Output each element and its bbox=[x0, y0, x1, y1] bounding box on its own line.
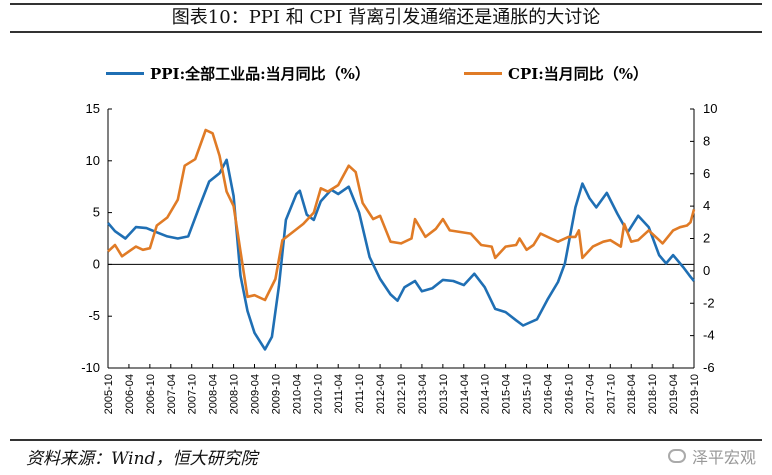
y-right-tick-label: -6 bbox=[703, 360, 715, 375]
x-tick-label: 2011-04 bbox=[333, 374, 345, 414]
y-left-tick-label: 0 bbox=[93, 256, 100, 271]
x-tick-label: 2010-10 bbox=[312, 374, 324, 414]
wechat-icon bbox=[667, 449, 686, 463]
x-tick-label: 2018-04 bbox=[626, 374, 638, 414]
legend-item-ppi: PPI:全部工业品:当月同比（%） bbox=[106, 63, 370, 84]
legend-swatch-ppi bbox=[106, 72, 144, 75]
x-tick-label: 2019-04 bbox=[668, 374, 680, 414]
legend-label-ppi: PPI:全部工业品:当月同比（%） bbox=[150, 65, 370, 83]
x-tick-label: 2014-10 bbox=[480, 374, 492, 414]
x-tick-label: 2015-10 bbox=[522, 374, 534, 414]
y-right-tick-label: 4 bbox=[703, 198, 710, 213]
x-tick-label: 2007-10 bbox=[187, 374, 199, 414]
x-tick-label: 2006-04 bbox=[124, 374, 136, 414]
x-tick-label: 2010-04 bbox=[291, 374, 303, 414]
x-tick-label: 2014-04 bbox=[459, 374, 471, 414]
legend-swatch-cpi bbox=[464, 72, 502, 75]
legend: PPI:全部工业品:当月同比（%） CPI:当月同比（%） bbox=[0, 63, 772, 87]
x-tick-label: 2019-10 bbox=[689, 374, 701, 414]
x-tick-label: 2018-10 bbox=[647, 374, 659, 414]
y-right-tick-label: 6 bbox=[703, 166, 710, 181]
watermark-text: 泽平宏观 bbox=[691, 448, 756, 467]
x-tick-label: 2011-10 bbox=[354, 374, 366, 414]
y-right-tick-label: 8 bbox=[703, 133, 710, 148]
x-tick-label: 2008-04 bbox=[208, 374, 220, 414]
footer-divider bbox=[10, 439, 762, 441]
x-tick-label: 2005-10 bbox=[103, 374, 115, 414]
y-right-tick-label: -4 bbox=[703, 328, 715, 343]
chart-title: 图表10：PPI 和 CPI 背离引发通缩还是通胀的大讨论 bbox=[10, 3, 762, 33]
x-tick-label: 2006-10 bbox=[145, 374, 157, 414]
y-left-tick-label: -10 bbox=[81, 360, 100, 375]
x-tick-label: 2012-10 bbox=[396, 374, 408, 414]
y-left-tick-label: 15 bbox=[86, 101, 100, 116]
x-tick-label: 2013-04 bbox=[417, 374, 429, 414]
x-tick-label: 2016-04 bbox=[543, 374, 555, 414]
x-tick-label: 2013-10 bbox=[438, 374, 450, 414]
y-right-tick-label: -2 bbox=[703, 295, 715, 310]
legend-label-cpi: CPI:当月同比（%） bbox=[508, 65, 649, 83]
y-left-tick-label: 10 bbox=[86, 153, 100, 168]
series-line-ppi bbox=[107, 158, 695, 351]
source-note: 资料来源：Wind，恒大研究院 bbox=[26, 449, 258, 469]
series-line-cpi bbox=[107, 128, 696, 302]
x-tick-label: 2007-04 bbox=[166, 374, 178, 414]
legend-item-cpi: CPI:当月同比（%） bbox=[464, 63, 648, 84]
x-tick-label: 2016-10 bbox=[563, 374, 575, 414]
y-left-tick-label: -5 bbox=[88, 308, 100, 323]
y-right-tick-label: 10 bbox=[703, 101, 717, 116]
x-tick-label: 2017-10 bbox=[605, 374, 617, 414]
watermark: 泽平宏观 bbox=[667, 444, 756, 468]
x-tick-label: 2008-10 bbox=[229, 374, 241, 414]
x-tick-label: 2012-04 bbox=[375, 374, 387, 414]
x-tick-label: 2009-04 bbox=[250, 374, 262, 414]
y-right-tick-label: 2 bbox=[703, 231, 710, 246]
x-tick-label: 2017-04 bbox=[584, 374, 596, 414]
y-right-tick-label: 0 bbox=[703, 263, 710, 278]
x-tick-label: 2009-10 bbox=[270, 374, 282, 414]
y-left-tick-label: 5 bbox=[93, 205, 100, 220]
x-tick-label: 2015-04 bbox=[501, 374, 513, 414]
